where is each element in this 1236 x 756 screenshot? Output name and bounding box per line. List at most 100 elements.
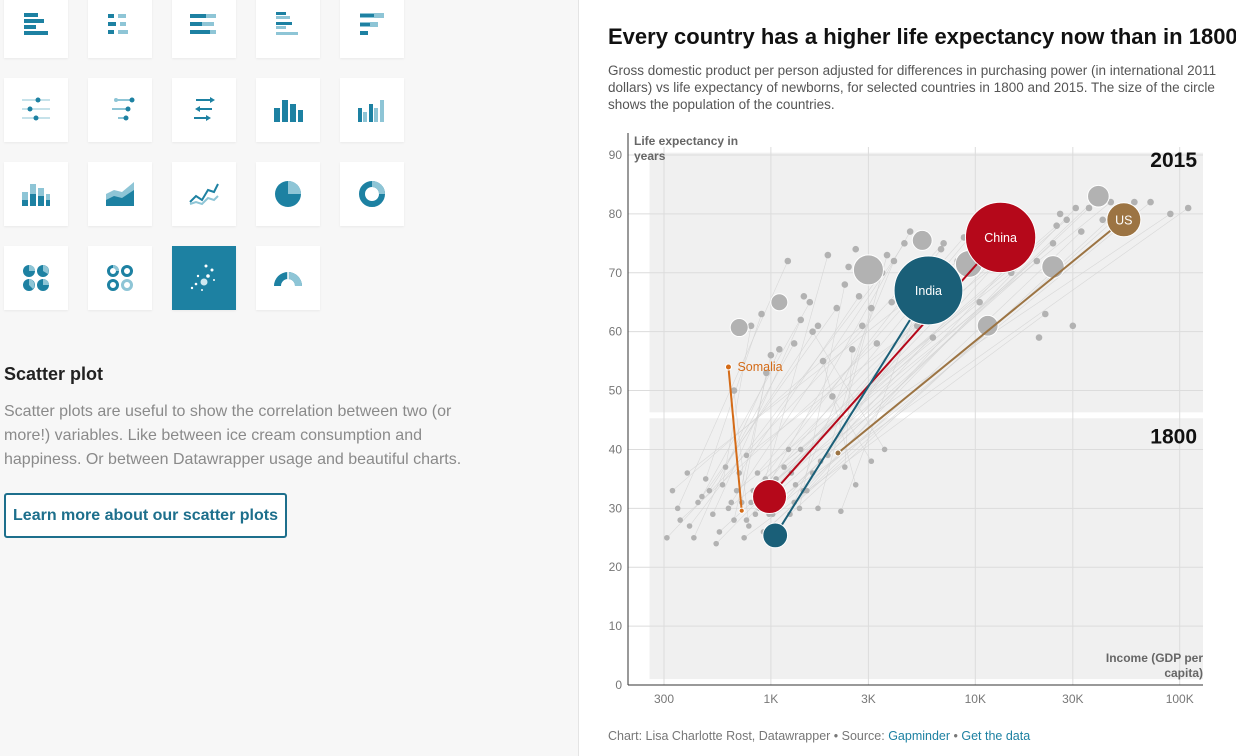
point-2015 [855, 293, 863, 300]
point-2015 [1041, 310, 1049, 318]
point-1800 [719, 481, 726, 488]
chart-type-tile-line-chart[interactable] [172, 162, 236, 226]
chart-type-tile-donut-chart[interactable] [340, 162, 404, 226]
dot-plot-icon [22, 97, 50, 121]
point-1800 [664, 534, 670, 541]
us-connector [837, 219, 1125, 454]
chart-type-tile-arrow-plot[interactable] [172, 78, 236, 142]
point-1800 [725, 505, 732, 512]
arrow-plot-icon [194, 97, 215, 121]
point-2015 [1167, 210, 1174, 218]
chart-type-tile-scatter-plot[interactable] [172, 246, 236, 310]
chart-type-tile-grouped-bars[interactable] [256, 0, 320, 58]
source-link[interactable]: Gapminder [888, 729, 951, 743]
stacked-bars-icon [190, 14, 216, 34]
point-2015 [1131, 198, 1138, 206]
column-chart-icon [274, 100, 303, 122]
us-label: US [1115, 213, 1132, 227]
point-2015 [767, 351, 775, 359]
chart-type-tile-bar-chart[interactable] [4, 0, 68, 58]
x-axis-label: Income (GDP per capita) [1106, 651, 1203, 680]
somalia-connector [727, 366, 743, 511]
point-2015 [1085, 204, 1093, 212]
point-1800 [838, 508, 844, 515]
point-2015 [790, 340, 798, 347]
scatter-chart: 0 10 20 30 40 50 60 70 80 90 300 1K 3K 10K 30K 100K Life… [609, 133, 1203, 706]
chart-type-tile-column-chart[interactable] [256, 78, 320, 142]
learn-more-button[interactable]: Learn more about our scatter plots [4, 493, 287, 538]
point-2015 [824, 251, 832, 259]
point-1800 [695, 499, 701, 506]
y-tick-label: 90 [609, 148, 623, 162]
point-2015 [806, 298, 814, 306]
china-connector [768, 236, 1002, 498]
point-1800 [741, 534, 747, 541]
point-1800 [731, 517, 737, 523]
point-2015 [845, 263, 852, 271]
connector-line [722, 325, 752, 485]
point-2015 [890, 257, 898, 265]
point-2015 [1063, 216, 1070, 224]
grouped-column-icon [358, 100, 384, 122]
chart-type-tile-multiple-pies[interactable] [4, 246, 68, 310]
point-1800 [706, 487, 713, 494]
chart-type-tile-bullet-bars[interactable] [340, 0, 404, 58]
chart-type-tile-area-chart[interactable] [88, 162, 152, 226]
point-1800 [684, 470, 691, 476]
election-donut-icon [274, 272, 302, 286]
point-2015-large [852, 254, 884, 286]
x-tick-label: 30K [1062, 692, 1083, 706]
connector-line [791, 243, 1054, 474]
connector-line [817, 255, 888, 509]
somalia-2015-point [724, 363, 732, 371]
china-1800-point [752, 479, 788, 515]
us-1800-point [834, 449, 842, 457]
chart-type-tile-pie-chart[interactable] [256, 162, 320, 226]
y-tick-label: 50 [609, 384, 623, 398]
chart-description: Gross domestic product per person adjust… [608, 63, 1217, 112]
chart-type-tile-stacked-bars[interactable] [172, 0, 236, 58]
point-2015 [1033, 257, 1041, 265]
chart-type-tile-stacked-column[interactable] [4, 162, 68, 226]
chart-type-tile-range-plot[interactable] [88, 78, 152, 142]
point-2015 [784, 257, 792, 265]
india-2015-point [893, 255, 964, 326]
connector-line [806, 249, 1023, 491]
point-2015 [1184, 204, 1192, 212]
point-2015 [1107, 198, 1115, 206]
connector-line [832, 396, 872, 462]
chart-type-tile-dot-plot[interactable] [4, 78, 68, 142]
bullet-bars-icon [360, 13, 384, 35]
somalia-1800-point [738, 507, 745, 514]
point-2015 [730, 387, 738, 394]
point-2015 [763, 369, 770, 377]
connector-line [736, 272, 1012, 491]
point-2015 [1069, 322, 1077, 330]
scatter-plot-icon [190, 264, 215, 291]
connector-line [783, 201, 1111, 468]
chart-type-tile-election-donut[interactable] [256, 246, 320, 310]
period-label-1800: 1800 [1150, 426, 1197, 449]
connector-line [793, 260, 895, 503]
get-data-link[interactable]: Get the data [961, 729, 1031, 743]
point-1800 [743, 452, 750, 459]
connector-line [759, 260, 1038, 509]
point-2015 [829, 393, 836, 400]
bar-chart-icon [24, 13, 48, 35]
point-2015 [833, 304, 841, 312]
chart-type-tile-grouped-column[interactable] [340, 78, 404, 142]
point-2015 [1049, 240, 1057, 247]
point-2015 [797, 316, 805, 324]
connector-line [768, 201, 1151, 515]
point-1800 [669, 487, 676, 494]
point-2015 [873, 340, 881, 347]
stacked-column-icon [22, 184, 50, 206]
somalia-label: Somalia [737, 360, 782, 374]
point-2015-large [1087, 184, 1110, 208]
point-1800 [686, 523, 693, 529]
chart-type-tile-multiple-donuts[interactable] [88, 246, 152, 310]
connector-line [677, 260, 789, 509]
point-1800 [691, 534, 697, 541]
chart-type-tile-split-bars[interactable] [88, 0, 152, 58]
point-2015 [940, 240, 947, 247]
